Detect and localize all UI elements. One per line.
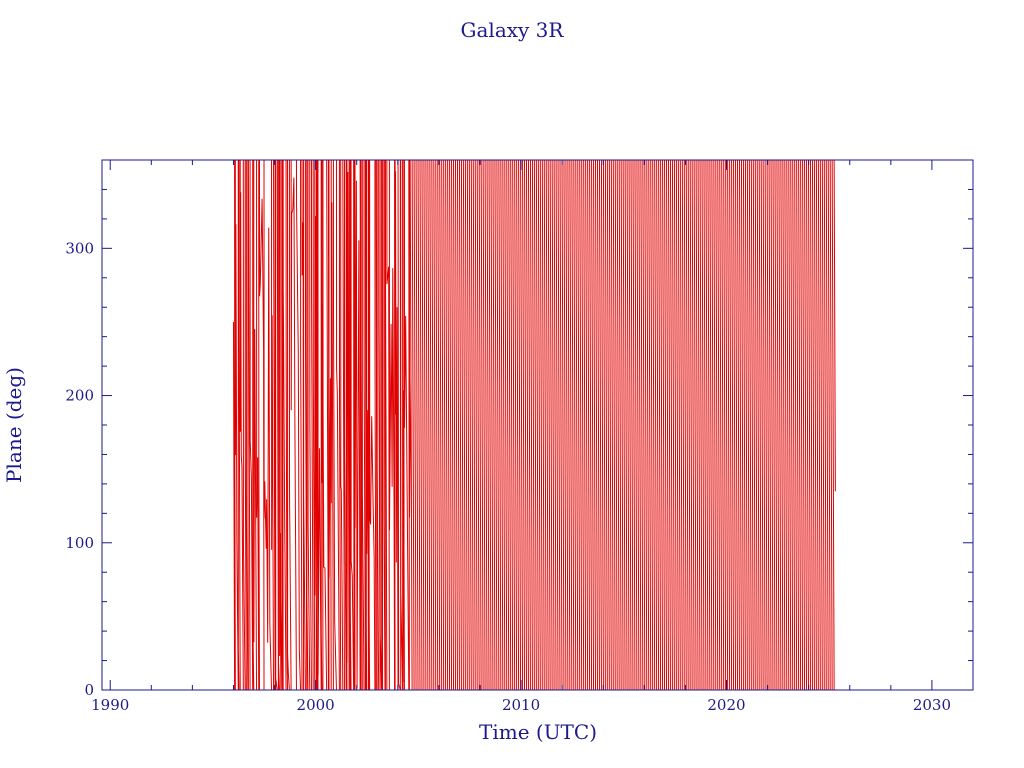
- x-tick-label: 1990: [91, 696, 129, 714]
- x-tick-label: 2010: [502, 696, 540, 714]
- y-tick-label: 100: [65, 534, 94, 552]
- data-layer: [232, 159, 836, 691]
- chart-title: Galaxy 3R: [461, 18, 565, 42]
- x-tick-label: 2000: [297, 696, 335, 714]
- plane-series-line: [232, 159, 836, 691]
- y-axis-label: Plane (deg): [2, 367, 26, 483]
- x-tick-label: 2030: [913, 696, 951, 714]
- x-axis-label: Time (UTC): [479, 720, 597, 744]
- ticks-layer: 1990 2000 2010 2020 2030 0 100 200 300: [65, 159, 974, 714]
- y-tick-label: 200: [65, 387, 94, 405]
- y-tick-label: 0: [84, 681, 94, 699]
- x-tick-label: 2020: [707, 696, 745, 714]
- y-tick-label: 300: [65, 239, 94, 257]
